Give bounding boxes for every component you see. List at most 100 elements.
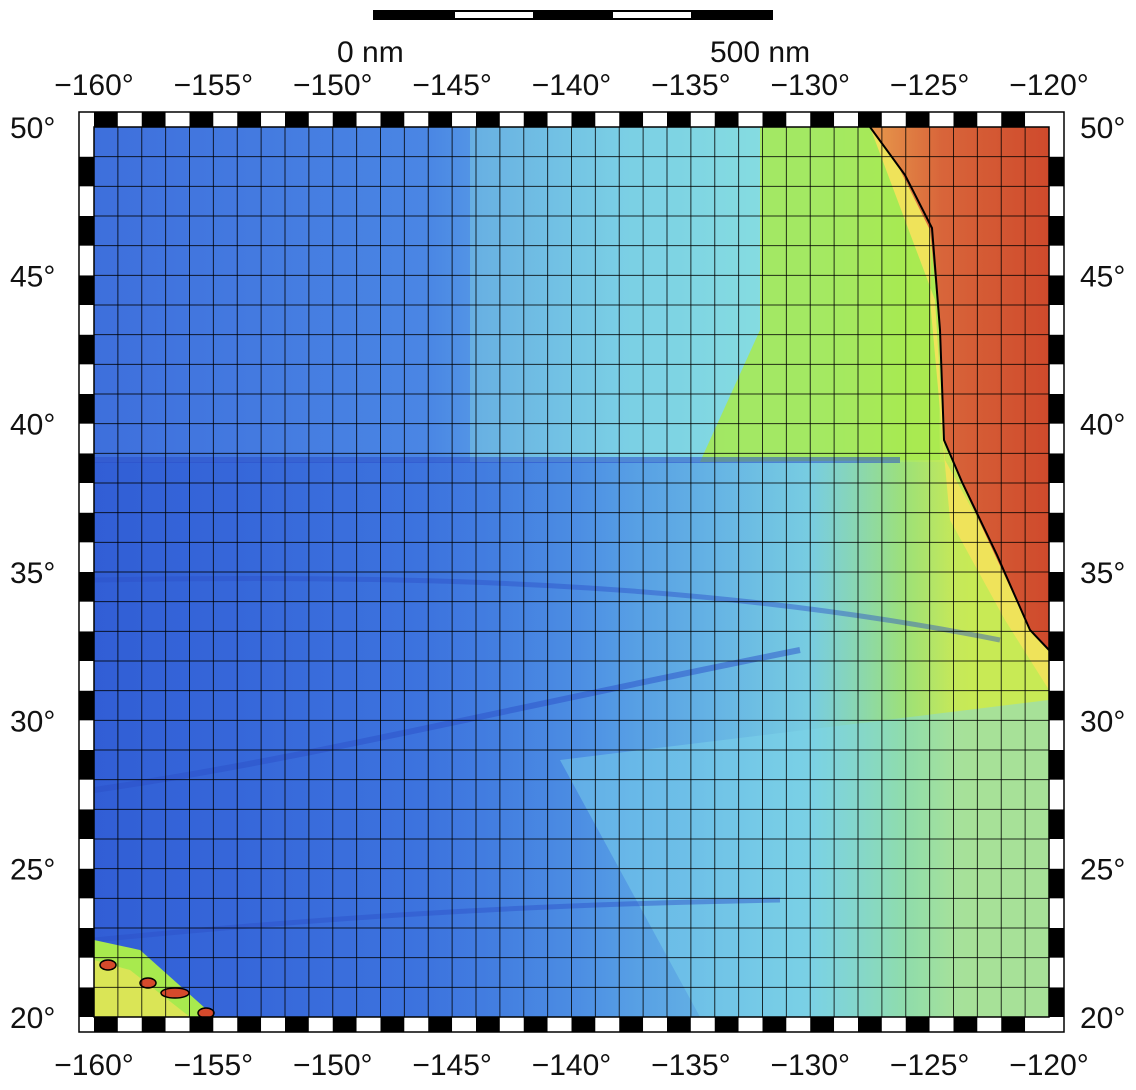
- frame-segment-bottom: [881, 1017, 906, 1032]
- frame-segment-right: [1049, 512, 1064, 543]
- frame-segment-left: [79, 750, 94, 780]
- frame-segment-right: [1049, 275, 1064, 305]
- frame-segment-bottom: [141, 1017, 166, 1032]
- frame-segment-bottom: [308, 1017, 333, 1032]
- map-area: [94, 127, 1049, 1017]
- frame-segment-left: [79, 690, 94, 721]
- longitude-label-bottom: −135°: [651, 1049, 731, 1082]
- frame-segment-bottom: [261, 1017, 285, 1032]
- frame-segment-bottom: [94, 1017, 118, 1032]
- latitude-label-left: 30°: [10, 705, 55, 738]
- frame-segment-bottom: [858, 1017, 882, 1032]
- frame-segment-left: [79, 928, 94, 958]
- frame-segment-left: [79, 453, 94, 483]
- frame-segment-bottom: [929, 1017, 954, 1032]
- frame-segment-top: [117, 112, 142, 127]
- longitude-label-bottom: −130°: [770, 1049, 850, 1082]
- murray-fracture-zone: [94, 576, 1001, 643]
- frame-segment-left: [79, 957, 94, 988]
- frame-segment-bottom: [905, 1017, 930, 1032]
- frame-segment-top: [762, 112, 787, 127]
- frame-segment-bottom: [977, 1017, 1002, 1032]
- frame-segment-right: [1049, 127, 1064, 157]
- frame-segment-right: [1049, 572, 1064, 602]
- frame-segment-top: [953, 112, 978, 127]
- frame-segment-bottom: [690, 1017, 715, 1032]
- frame-segment-top: [858, 112, 882, 127]
- longitude-label-bottom: −125°: [890, 1049, 970, 1082]
- frame-segment-top: [285, 112, 309, 127]
- map-border: [93, 126, 1050, 1018]
- frame-segment-right: [1049, 423, 1064, 454]
- frame-segment-right: [1049, 928, 1064, 958]
- frame-segment-top: [308, 112, 333, 127]
- latitude-label-right: 25°: [1080, 854, 1125, 887]
- frame-segment-bottom: [428, 1017, 453, 1032]
- frame-segment-right: [1049, 661, 1064, 691]
- frame-segment-left: [79, 423, 94, 454]
- longitude-label-top: −145°: [412, 69, 492, 102]
- frame-segment-right: [1049, 957, 1064, 988]
- frame-segment-bottom: [714, 1017, 739, 1032]
- frame-segment-left: [79, 720, 94, 750]
- hawaii-island: [197, 1007, 215, 1017]
- longitude-label-top: −140°: [532, 69, 612, 102]
- latitude-label-right: 45°: [1080, 260, 1125, 293]
- frame-segment-left: [79, 809, 94, 839]
- frame-segment-bottom: [356, 1017, 381, 1032]
- frame-segment-top: [571, 112, 596, 127]
- latitude-label-left: 25°: [10, 854, 55, 887]
- frame-segment-left: [79, 572, 94, 602]
- frame-segment-right: [1049, 186, 1064, 216]
- frame-segment-top: [237, 112, 262, 127]
- frame-segment-right: [1049, 156, 1064, 187]
- frame-segment-right: [1049, 720, 1064, 750]
- longitude-label-top: −150°: [293, 69, 373, 102]
- longitude-label-bottom: −145°: [412, 1049, 492, 1082]
- frame-segment-left: [79, 898, 94, 928]
- molokai-fracture-zone: [94, 647, 801, 793]
- frame-segment-right: [1049, 542, 1064, 572]
- clarion-fracture-zone: [94, 897, 781, 943]
- latitude-label-left: 50°: [10, 112, 55, 145]
- frame-segment-bottom: [1025, 1017, 1049, 1032]
- frame-segment-top: [404, 112, 429, 127]
- oahu-island: [139, 977, 157, 989]
- deep-ocean-region: [94, 462, 974, 1017]
- frame-segment-top: [1025, 112, 1049, 127]
- coastline: [869, 127, 1049, 651]
- frame-segment-right: [1049, 809, 1064, 839]
- frame-segment-left: [79, 394, 94, 424]
- longitude-label-bottom: −140°: [532, 1049, 612, 1082]
- frame-segment-right: [1049, 334, 1064, 365]
- latitude-label-left: 45°: [10, 260, 55, 293]
- frame-segment-right: [1049, 898, 1064, 928]
- frame-segment-top: [619, 112, 644, 127]
- frame-segment-bottom: [571, 1017, 596, 1032]
- longitude-label-top: −120°: [1009, 69, 1089, 102]
- frame-segment-top: [523, 112, 548, 127]
- map-frame: [78, 111, 1065, 1033]
- frame-segment-bottom: [380, 1017, 405, 1032]
- frame-segment-top: [690, 112, 715, 127]
- frame-segment-top: [1001, 112, 1026, 127]
- frame-segment-right: [1049, 750, 1064, 780]
- frame-segment-left: [79, 275, 94, 305]
- frame-segment-bottom: [213, 1017, 238, 1032]
- frame-segment-bottom: [738, 1017, 763, 1032]
- frame-segment-top: [977, 112, 1002, 127]
- frame-segment-bottom: [1001, 1017, 1026, 1032]
- frame-segment-left: [79, 483, 94, 513]
- frame-segment-top: [356, 112, 381, 127]
- frame-segment-top: [905, 112, 930, 127]
- longitude-label-top: −160°: [54, 69, 134, 102]
- latitude-label-right: 40°: [1080, 409, 1125, 442]
- mendocino-fracture-zone: [94, 456, 901, 464]
- frame-segment-right: [1049, 394, 1064, 424]
- frame-segment-right: [1049, 601, 1064, 632]
- longitude-label-bottom: −120°: [1009, 1049, 1089, 1082]
- frame-segment-top: [834, 112, 858, 127]
- frame-segment-bottom: [189, 1017, 214, 1032]
- scale-bar: 0 nm 500 nm: [337, 10, 810, 69]
- frame-segment-bottom: [834, 1017, 858, 1032]
